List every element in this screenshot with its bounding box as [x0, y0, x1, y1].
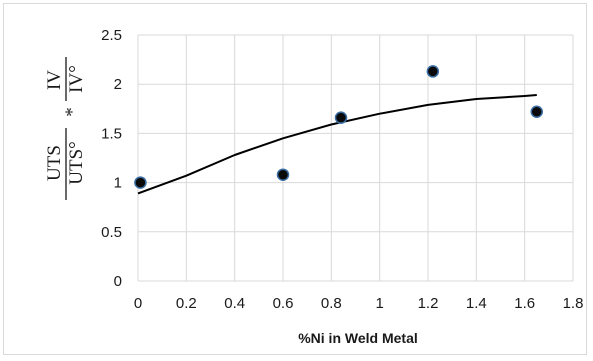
x-tick-labels: 0 0.2 0.4 0.6 0.8 1 1.2 1.4 1.6 1.8	[134, 295, 584, 312]
y-tick-label: 2.5	[101, 27, 122, 44]
y-tick-label: 1	[114, 175, 122, 192]
y-tick-label: 2	[114, 76, 122, 93]
y-title-iv-numerator: IV	[44, 70, 65, 90]
y-title-uts-denominator: UTS°	[66, 141, 87, 185]
x-tick-label: 0.2	[176, 295, 197, 312]
data-point	[530, 105, 543, 119]
x-tick-label: 1.8	[563, 295, 584, 312]
x-tick-label: 0	[134, 295, 142, 312]
x-tick-label: 0.4	[224, 295, 245, 312]
x-tick-label: 1.6	[514, 295, 535, 312]
points-layer	[134, 65, 543, 189]
data-point	[426, 65, 440, 78]
chart-frame	[3, 3, 587, 355]
x-tick-label: 0.8	[321, 295, 342, 312]
x-axis-title: %Ni in Weld Metal	[298, 330, 418, 346]
y-axis-title: UTS UTS° * IV IV°	[44, 57, 87, 200]
trendline	[137, 94, 537, 195]
x-tick-label: 1.2	[418, 295, 439, 312]
y-title-uts-numerator: UTS	[44, 145, 65, 181]
data-point	[134, 176, 147, 189]
data-point	[334, 111, 348, 124]
x-tick-label: 1	[375, 295, 383, 312]
data-point	[276, 168, 290, 181]
y-tick-label: 1.5	[101, 125, 122, 142]
x-tick-label: 0.6	[273, 295, 294, 312]
x-tick-label: 1.4	[466, 295, 487, 312]
grid-layer	[137, 34, 574, 282]
y-title-iv-denominator: IV°	[66, 65, 87, 93]
trendline-layer	[137, 94, 537, 195]
y-tick-label: 0	[114, 273, 122, 290]
y-title-multiply-sign: *	[62, 107, 83, 117]
y-tick-labels: 0 0.5 1 1.5 2 2.5	[101, 27, 122, 290]
y-tick-label: 0.5	[101, 224, 122, 241]
